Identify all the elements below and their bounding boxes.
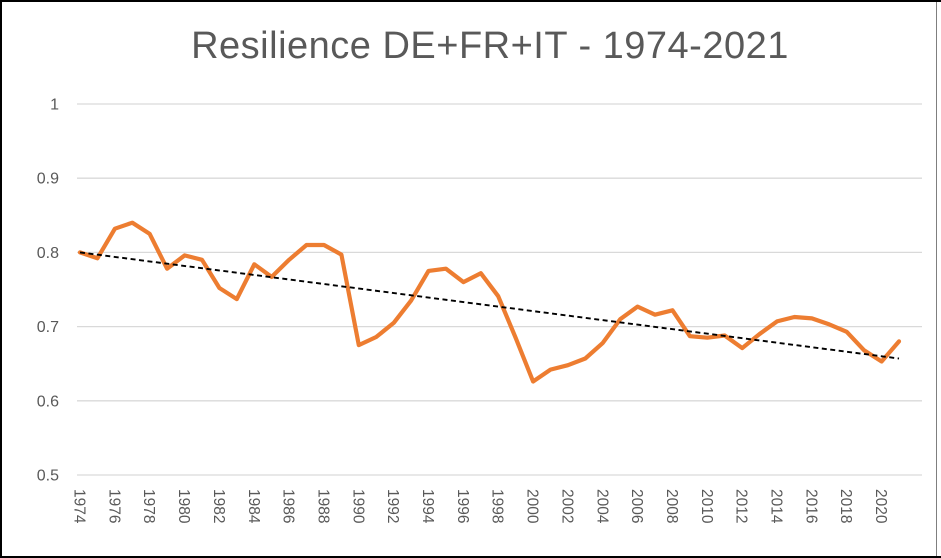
x-tick-label: 1994: [419, 489, 436, 524]
x-tick-label: 1988: [314, 489, 331, 523]
frame-right-border: [936, 2, 937, 556]
y-axis-labels: 1 0.9 0.8 0.7 0.6 0.5: [37, 97, 59, 485]
x-tick-label: 2018: [837, 489, 854, 523]
x-axis-labels: 1974 1976 1978 1980 1982 1984 1986 1988 1990 1992…: [71, 489, 890, 524]
x-tick-label: 1996: [454, 489, 471, 523]
x-tick-label: 2006: [628, 489, 645, 523]
x-tick-label: 1980: [175, 489, 192, 524]
x-tick-label: 1992: [384, 489, 401, 523]
y-tick-label: 0.6: [37, 393, 59, 410]
x-tick-label: 1976: [105, 489, 122, 523]
y-tick-label: 0.7: [37, 319, 59, 336]
x-tick-label: 1990: [349, 489, 366, 524]
y-tick-label: 0.9: [37, 171, 59, 188]
series-line-resilience-de-fr-it: [77, 220, 902, 384]
x-tick-label: 1998: [489, 489, 506, 523]
x-tick-label: 1986: [280, 489, 297, 523]
chart-title: Resilience DE+FR+IT - 1974-2021: [191, 25, 789, 67]
trendline-dashed: [79, 251, 900, 360]
y-tick-label: 1: [50, 97, 59, 114]
x-tick-label: 1984: [245, 489, 262, 524]
x-tick-label: 1982: [210, 489, 227, 523]
x-tick-label: 2000: [524, 489, 541, 524]
y-tick-label: 0.5: [37, 468, 59, 485]
x-tick-label: 2014: [768, 489, 785, 524]
data-series: [77, 220, 902, 384]
x-tick-label: 2020: [872, 489, 889, 524]
x-tick-label: 2016: [802, 489, 819, 523]
gridlines: [77, 103, 922, 476]
x-tick-label: 1974: [71, 489, 88, 524]
x-tick-label: 2004: [593, 489, 610, 524]
x-tick-label: 2012: [733, 489, 750, 523]
x-tick-label: 1978: [140, 489, 157, 523]
y-tick-label: 0.8: [37, 245, 59, 262]
x-tick-label: 2002: [558, 489, 575, 523]
x-tick-label: 2008: [663, 489, 680, 523]
x-tick-label: 2010: [698, 489, 715, 524]
